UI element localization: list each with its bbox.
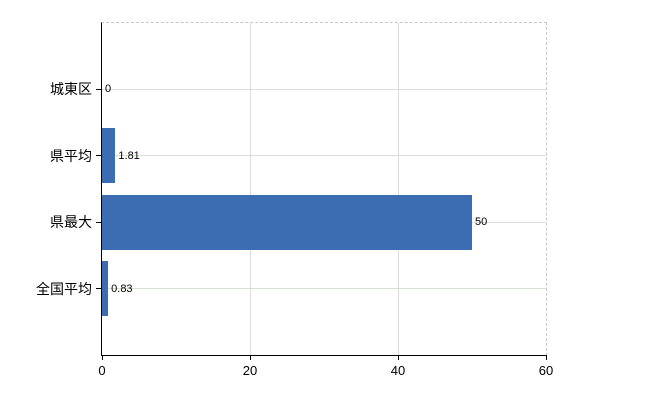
y-axis-tick [96,155,102,157]
category-label: 県最大 [50,214,92,231]
h-gridline [102,288,546,290]
v-gridline [397,23,399,355]
bar [102,261,109,317]
bar [102,128,116,184]
x-tick-label: 20 [242,363,258,378]
x-axis-tick [545,355,547,360]
x-axis-tick [101,355,103,360]
value-label: 0.83 [111,282,133,295]
value-label: 50 [475,216,488,229]
y-axis-tick [96,88,102,90]
bar [102,194,472,250]
x-tick-label: 0 [98,363,106,378]
plot-area: 城東区 0 県平均 1.81 県最大 50 全国平均 0.83 0 20 40 60 [36,22,553,378]
v-gridline [249,23,251,355]
x-axis-tick [249,355,251,360]
value-label: 1.81 [118,149,140,162]
y-axis-tick [96,221,102,223]
value-label: 0 [105,83,112,96]
y-axis-tick [96,288,102,290]
category-label: 全国平均 [36,280,92,297]
h-gridline [102,155,546,157]
category-label: 県平均 [50,147,92,164]
category-label: 城東区 [50,81,92,98]
x-tick-label: 40 [390,363,406,378]
h-gridline [102,88,546,90]
x-axis-tick [397,355,399,360]
x-tick-label: 60 [538,363,554,378]
